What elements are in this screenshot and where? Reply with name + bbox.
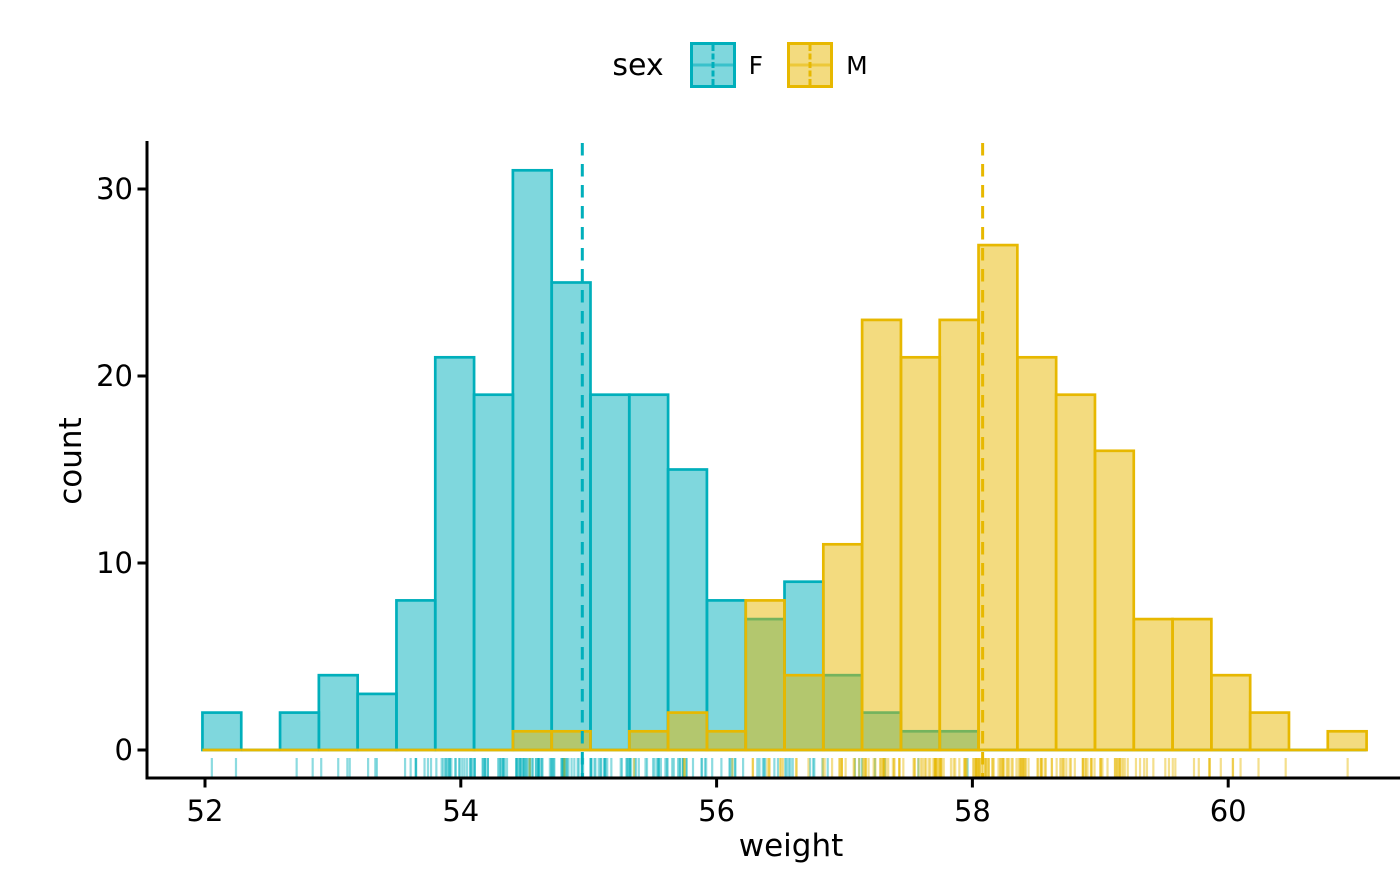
y-tick-label: 10 [96, 546, 133, 580]
histogram-bar-f [472, 393, 515, 752]
histogram-bar-f [511, 168, 554, 752]
histogram-bar-f [666, 468, 709, 752]
legend-item-m: M [787, 42, 868, 88]
histogram-bar-f [627, 393, 670, 752]
histogram-bar-m [666, 711, 709, 752]
histogram-bar-f [356, 692, 398, 752]
histogram-bar-m [1015, 355, 1058, 752]
x-axis-title: weight [738, 828, 844, 864]
legend-item-f: F [689, 42, 764, 88]
legend: sex F M [40, 42, 1400, 88]
legend-label-f: F [748, 50, 764, 80]
histogram-bar-m [899, 355, 942, 752]
histogram-bar-f [278, 711, 321, 752]
histogram-bar-m [744, 599, 786, 752]
legend-key-f-icon [689, 42, 736, 88]
histogram-bar-f [395, 599, 437, 752]
histogram-bar-m [1132, 617, 1174, 752]
histogram-bar-m [821, 542, 864, 752]
x-tick-label: 52 [187, 794, 224, 828]
histogram-bar-m [1326, 729, 1368, 752]
x-tick-label: 56 [698, 794, 735, 828]
histogram-bar-m [1210, 673, 1252, 752]
plot-canvas: 52 54 56 58 60 0 10 20 30 [96, 141, 1400, 828]
y-tick-label: 30 [96, 172, 133, 206]
x-tick-label: 58 [954, 794, 991, 828]
y-tick-label: 0 [115, 733, 133, 767]
y-axis-title: count [53, 417, 89, 505]
histogram-bar-m [705, 729, 748, 752]
histogram-bar-m [1054, 393, 1097, 752]
legend-key-m-icon [787, 42, 834, 88]
histogram-bar-f [550, 281, 592, 752]
histogram-bar-m [977, 243, 1019, 752]
histogram-chart: 52 54 56 58 60 0 10 20 30 sex F M weight count [40, 16, 1400, 882]
histogram-bar-f [201, 711, 243, 752]
legend-title: sex [612, 47, 664, 83]
histogram-bar-f [317, 673, 360, 752]
histogram-bar-m [1093, 449, 1136, 752]
x-tick-label: 60 [1210, 794, 1247, 828]
x-tick-label: 54 [442, 794, 479, 828]
histogram-bar-m [627, 729, 670, 752]
histogram-bar-m [860, 318, 903, 752]
histogram-bar-f [589, 393, 631, 752]
legend-label-m: M [846, 50, 868, 80]
histogram-bar-f [433, 355, 476, 752]
histogram-bar-f [705, 599, 748, 752]
y-tick-label: 20 [96, 359, 133, 393]
histogram-bar-m [511, 729, 554, 752]
histogram-bar-m [1248, 711, 1291, 752]
histogram-bar-m [938, 318, 980, 752]
legend-key-rug-line [790, 63, 831, 67]
histogram-bar-m [783, 673, 825, 752]
histogram-bar-m [550, 729, 592, 752]
legend-key-rug-line [692, 63, 733, 67]
histogram-bar-m [1171, 617, 1213, 752]
